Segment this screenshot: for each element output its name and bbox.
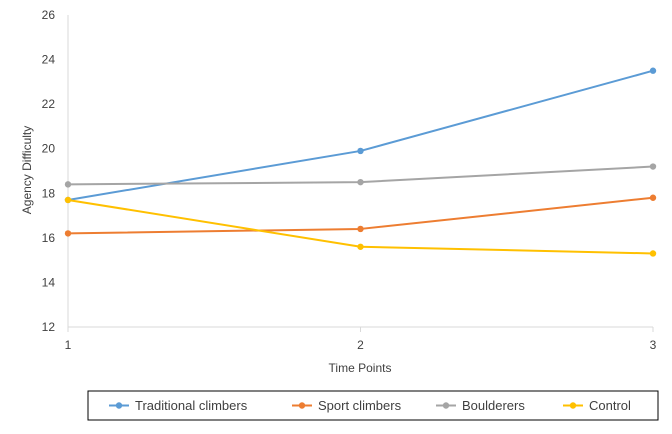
y-tick-label: 20 <box>42 142 56 156</box>
legend-swatch-marker <box>442 402 450 409</box>
data-point <box>64 181 72 188</box>
y-tick-label: 26 <box>42 8 56 22</box>
data-point <box>64 230 72 237</box>
data-point <box>357 178 364 186</box>
legend-swatch-marker <box>298 402 306 409</box>
legend-label: Control <box>589 398 631 413</box>
legend-label: Boulderers <box>462 398 525 413</box>
x-tick-label: 3 <box>650 338 657 352</box>
legend-item-control: Control <box>563 398 631 413</box>
legend-item-sport-climbers: Sport climbers <box>292 398 402 413</box>
x-axis-title: Time Points <box>329 361 392 375</box>
legend-swatch-marker <box>115 402 123 409</box>
data-point <box>357 243 364 250</box>
series-control <box>64 196 657 257</box>
y-tick-label: 14 <box>42 275 56 289</box>
x-tick-labels: 1 2 3 <box>65 327 657 352</box>
y-tick-labels: 12 14 16 18 20 22 24 26 <box>42 8 56 334</box>
data-point <box>357 147 364 155</box>
data-point <box>357 225 364 233</box>
y-tick-label: 16 <box>42 231 56 245</box>
series-boulderers <box>64 163 657 188</box>
legend-swatch-marker <box>569 402 577 409</box>
data-point <box>649 250 657 257</box>
legend-label: Traditional climbers <box>135 398 248 413</box>
series <box>64 67 657 257</box>
series-sport-climbers <box>64 194 657 237</box>
x-tick-label: 2 <box>357 338 364 352</box>
x-tick-label: 1 <box>65 338 72 352</box>
data-point <box>64 196 72 204</box>
y-axis-title: Agency Difficulty <box>20 126 34 214</box>
legend-item-boulderers: Boulderers <box>436 398 525 413</box>
legend-label: Sport climbers <box>318 398 402 413</box>
data-point <box>649 194 657 201</box>
y-tick-label: 12 <box>42 320 56 334</box>
y-tick-label: 24 <box>42 53 56 67</box>
data-point <box>649 67 657 74</box>
legend: Traditional climbers Sport climbers Boulde… <box>87 390 659 421</box>
legend-item-traditional-climbers: Traditional climbers <box>109 398 248 413</box>
y-tick-label: 18 <box>42 186 56 200</box>
y-tick-label: 22 <box>42 97 56 111</box>
data-point <box>649 163 657 170</box>
